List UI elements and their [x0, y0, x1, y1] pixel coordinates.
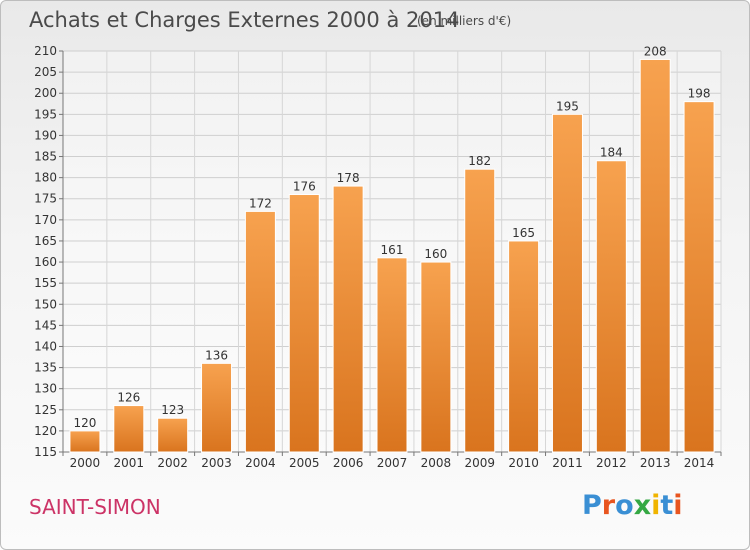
- x-tick-label: 2013: [640, 456, 671, 470]
- bar-2001: [113, 405, 145, 453]
- x-tick-label: 2005: [289, 456, 320, 470]
- data-label: 120: [73, 416, 96, 430]
- bar-2004: [244, 210, 276, 453]
- x-tick-label: 2002: [157, 456, 188, 470]
- data-label: 208: [644, 44, 667, 58]
- x-tick-label: 2001: [114, 456, 145, 470]
- bar-2005: [288, 194, 320, 453]
- y-tick-label: 185: [34, 150, 57, 164]
- bar-chart: 115 120 125 130 135 140 145 150 155 160 165 170 175 1…: [34, 44, 722, 470]
- bar-2007: [376, 257, 408, 453]
- x-tick-label: 2010: [508, 456, 539, 470]
- y-tick-label: 130: [34, 382, 57, 396]
- x-tick-label: 2003: [201, 456, 232, 470]
- bars: [69, 58, 715, 453]
- bar-2006: [332, 185, 364, 453]
- brand-letter: t: [660, 490, 674, 521]
- y-tick-label: 120: [34, 424, 57, 438]
- bar-2008: [420, 261, 452, 453]
- y-tick-label: 210: [34, 44, 57, 58]
- bar-2014: [683, 101, 715, 453]
- y-tick-label: 150: [34, 297, 57, 311]
- data-label: 178: [337, 171, 360, 185]
- data-label: 172: [249, 196, 272, 210]
- y-tick-label: 135: [34, 361, 57, 375]
- data-label: 126: [117, 391, 140, 405]
- brand-letter: P: [582, 490, 602, 521]
- x-tick-label: 2008: [421, 456, 452, 470]
- y-tick-label: 175: [34, 192, 57, 206]
- y-tick-label: 180: [34, 171, 57, 185]
- y-tick-label: 145: [34, 318, 57, 332]
- data-label: 182: [468, 154, 491, 168]
- bar-2002: [157, 417, 189, 453]
- bar-2003: [201, 362, 233, 453]
- x-tick-label: 2000: [70, 456, 101, 470]
- data-label: 161: [381, 243, 404, 257]
- y-tick-label: 170: [34, 213, 57, 227]
- bar-2013: [639, 58, 671, 453]
- y-tick-label: 125: [34, 403, 57, 417]
- data-label: 195: [556, 99, 579, 113]
- brand-letter: r: [601, 490, 616, 521]
- commune-name: SAINT-SIMON: [29, 495, 161, 519]
- y-tick-label: 195: [34, 107, 57, 121]
- brand-letter: i: [673, 490, 683, 521]
- y-tick-label: 205: [34, 65, 57, 79]
- data-label: 165: [512, 226, 535, 240]
- y-tick-label: 155: [34, 276, 57, 290]
- data-label: 160: [424, 247, 447, 261]
- x-tick-label: 2011: [552, 456, 583, 470]
- data-label: 136: [205, 348, 228, 362]
- chart-subtitle: (en milliers d'€): [417, 14, 512, 28]
- brand-letter: x: [633, 490, 652, 521]
- y-tick-label: 140: [34, 339, 57, 353]
- axes: 115 120 125 130 135 140 145 150 155 160 165 170 175 1…: [34, 44, 722, 470]
- x-tick-label: 2006: [333, 456, 364, 470]
- x-tick-label: 2004: [245, 456, 276, 470]
- y-tick-label: 165: [34, 234, 57, 248]
- y-tick-label: 115: [34, 445, 57, 459]
- data-label: 123: [161, 403, 184, 417]
- data-label: 176: [293, 180, 316, 194]
- x-tick-label: 2012: [596, 456, 627, 470]
- y-tick-label: 190: [34, 128, 57, 142]
- data-label: 184: [600, 146, 623, 160]
- y-tick-label: 160: [34, 255, 57, 269]
- bar-2000: [69, 430, 101, 453]
- x-tick-label: 2007: [377, 456, 408, 470]
- bar-2011: [551, 113, 583, 453]
- chart-title: Achats et Charges Externes 2000 à 2014: [29, 8, 460, 32]
- data-label: 198: [688, 87, 711, 101]
- x-tick-label: 2009: [464, 456, 495, 470]
- y-tick-label: 200: [34, 86, 57, 100]
- x-tick-label: 2014: [684, 456, 715, 470]
- proxiti-logo[interactable]: Proxiti: [582, 490, 683, 521]
- brand-letter: i: [651, 490, 661, 521]
- data-labels: 120 126 123 136 172 176 178 161 160 182 165 195 184 2…: [73, 44, 710, 429]
- bar-2009: [464, 168, 496, 453]
- brand-letter: o: [615, 490, 634, 521]
- bar-2012: [595, 160, 627, 453]
- bar-2010: [508, 240, 540, 453]
